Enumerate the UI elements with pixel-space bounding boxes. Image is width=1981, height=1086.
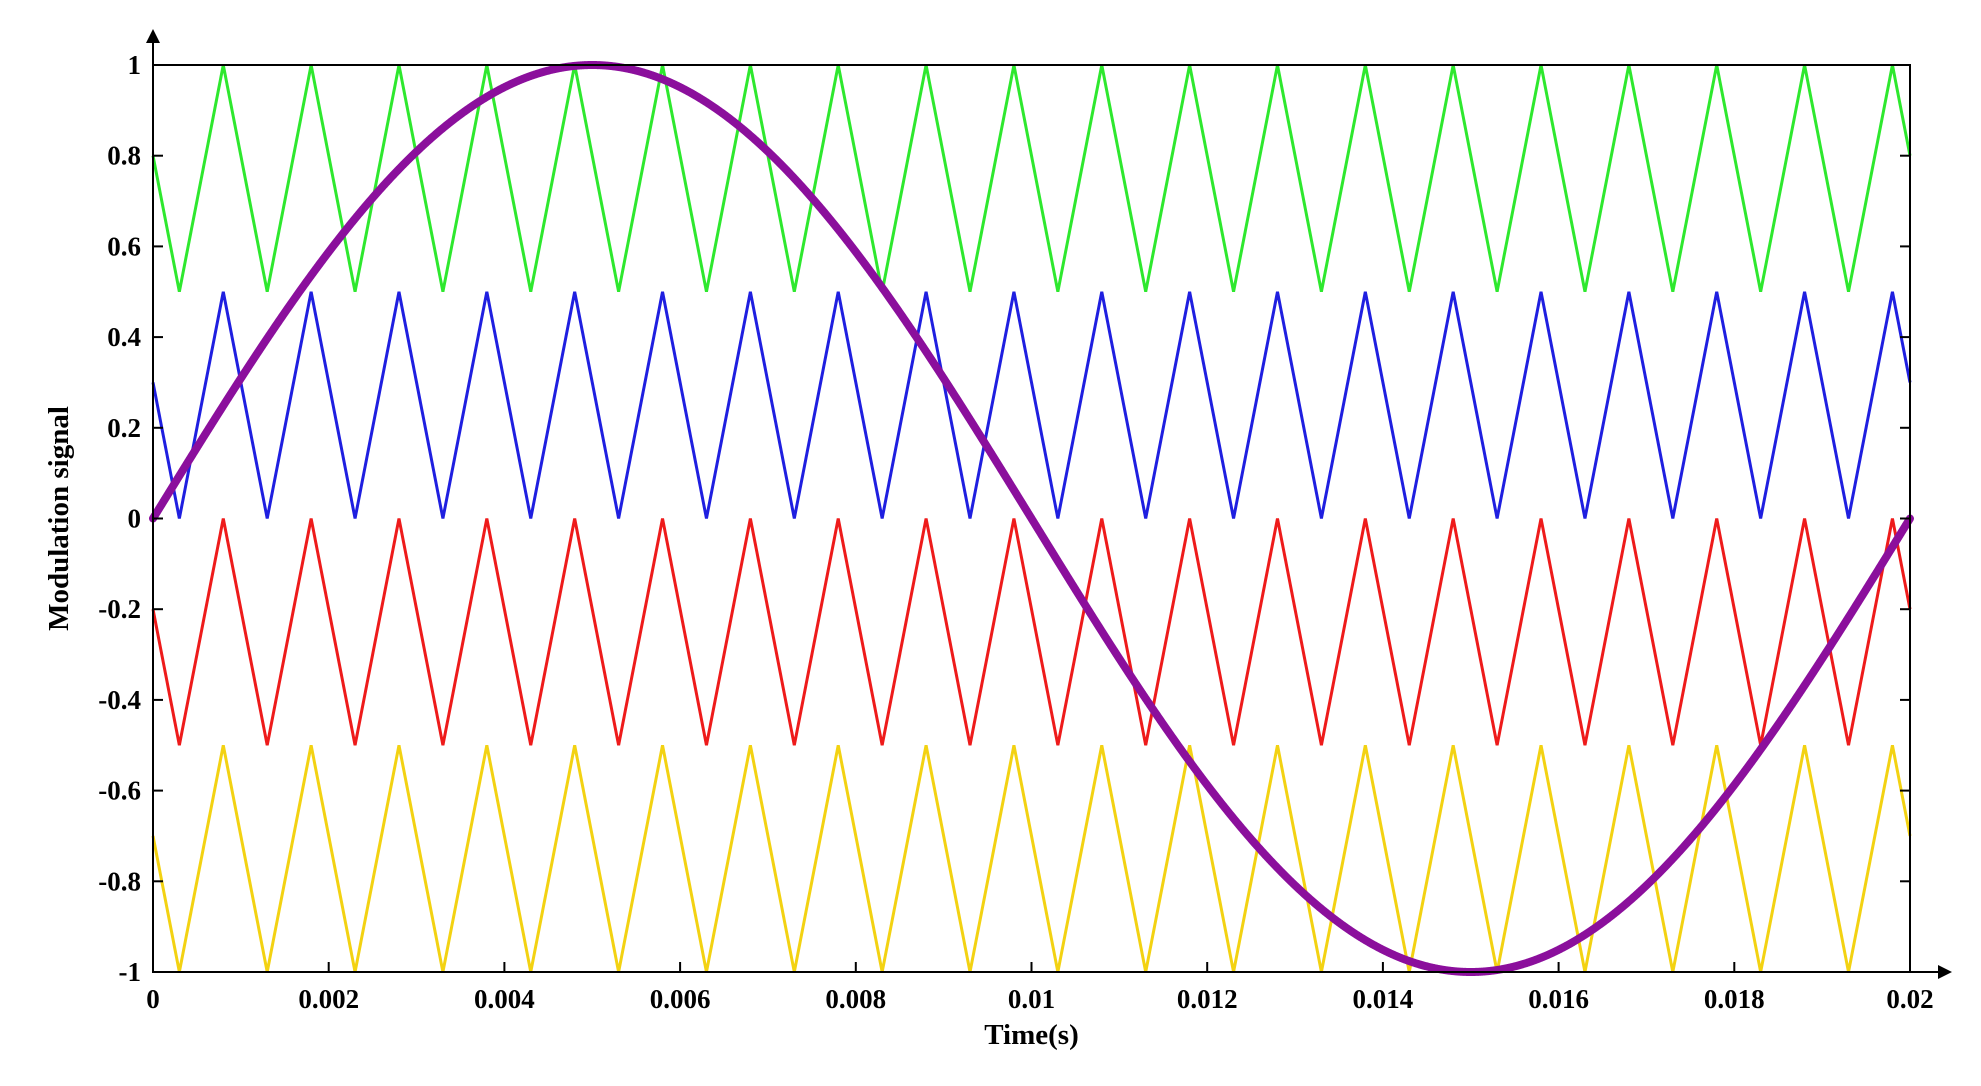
x-tick-label: 0: [146, 984, 160, 1014]
carrier-series-3: [151, 518, 1912, 746]
y-tick-label: -0.2: [98, 594, 141, 624]
y-axis-label: Modulation signal: [43, 406, 75, 631]
y-tick-label: 0.4: [107, 322, 141, 352]
x-tick-label: 0.018: [1704, 984, 1765, 1014]
y-tick-label: 1: [128, 50, 142, 80]
carrier-series-2: [151, 291, 1912, 519]
x-tick-label: 0.008: [825, 984, 886, 1014]
y-tick-label: 0.2: [107, 413, 141, 443]
x-axis-label: Time(s): [984, 1019, 1079, 1051]
x-tick-label: 0.012: [1177, 984, 1238, 1014]
y-tick-label: -1: [119, 957, 142, 987]
x-axis-ticks: 0 0.002 0.004 0.006 0.008 0.01 0.012 0.014 0.016…: [146, 962, 1934, 1014]
x-tick-label: 0.016: [1528, 984, 1589, 1014]
reference-sine-series: [149, 61, 1914, 976]
x-tick-label: 0.006: [650, 984, 711, 1014]
y-axis-ticks: 1 0.8 0.6 0.4 0.2 0 -0.2 -0.4 -0.6 -0.8 -1: [98, 50, 1910, 987]
y-tick-label: -0.8: [98, 866, 141, 896]
axes: [146, 29, 1952, 979]
x-tick-label: 0.01: [1008, 984, 1055, 1014]
carrier-series-4: [151, 744, 1912, 973]
y-tick-label: -0.6: [98, 776, 141, 806]
plot-area: [149, 61, 1914, 976]
x-tick-label: 0.02: [1886, 984, 1933, 1014]
x-tick-label: 0.014: [1353, 984, 1414, 1014]
y-axis-arrow-icon: [146, 29, 160, 43]
y-tick-label: 0: [128, 504, 142, 534]
y-tick-label: 0.8: [107, 141, 141, 171]
carrier-series-1: [151, 64, 1912, 293]
y-tick-label: -0.4: [98, 685, 141, 715]
x-axis-arrow-icon: [1938, 965, 1952, 979]
y-tick-label: 0.6: [107, 231, 141, 261]
x-tick-label: 0.004: [474, 984, 535, 1014]
x-tick-label: 0.002: [298, 984, 359, 1014]
